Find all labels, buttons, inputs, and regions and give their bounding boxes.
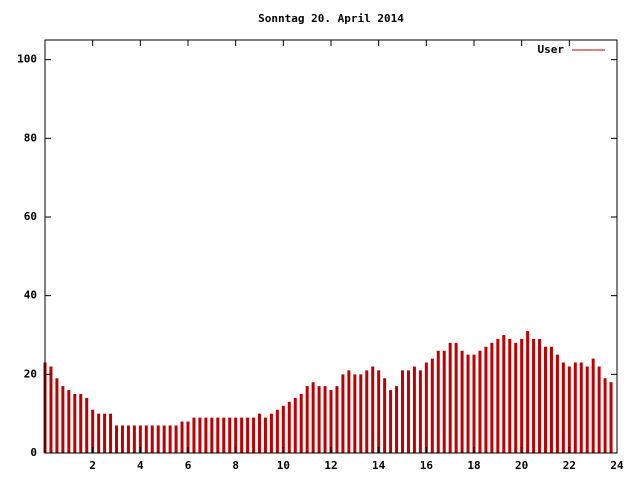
y-tick-label: 0 bbox=[30, 446, 37, 459]
legend-label: User bbox=[538, 43, 565, 56]
x-tick-label: 4 bbox=[137, 459, 144, 472]
x-tick-label: 20 bbox=[515, 459, 528, 472]
x-tick-label: 8 bbox=[232, 459, 239, 472]
y-tick-label: 80 bbox=[24, 131, 37, 144]
plot-frame bbox=[44, 39, 618, 454]
x-tick-label: 10 bbox=[277, 459, 290, 472]
x-tick-label: 16 bbox=[420, 459, 434, 472]
x-tick-label: 18 bbox=[467, 459, 480, 472]
x-tick-label: 2 bbox=[89, 459, 96, 472]
x-tick-label: 6 bbox=[185, 459, 192, 472]
y-tick-label: 100 bbox=[17, 53, 37, 66]
x-tick-label: 14 bbox=[372, 459, 386, 472]
x-tick-label: 24 bbox=[610, 459, 624, 472]
x-tick-label: 22 bbox=[563, 459, 576, 472]
y-tick-label: 20 bbox=[24, 367, 37, 380]
y-tick-label: 60 bbox=[24, 210, 37, 223]
y-tick-label: 40 bbox=[24, 289, 37, 302]
x-tick-label: 12 bbox=[324, 459, 337, 472]
chart-title: Sonntag 20. April 2014 bbox=[258, 12, 404, 25]
